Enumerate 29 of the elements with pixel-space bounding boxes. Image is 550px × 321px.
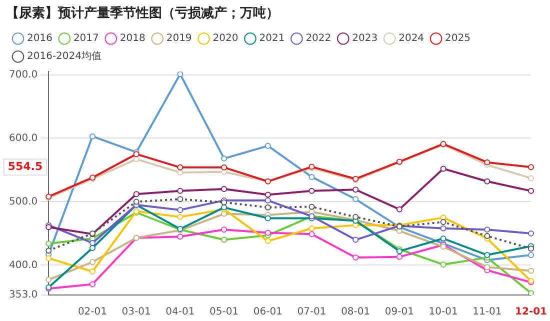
legend-label: 2022 bbox=[306, 33, 332, 44]
x-tick-label: 07-01 bbox=[297, 306, 326, 318]
legend-label: 2019 bbox=[166, 33, 192, 44]
x-tick-label: 11-01 bbox=[472, 306, 502, 318]
legend-label: 2024 bbox=[398, 33, 424, 44]
legend-label: 2017 bbox=[73, 33, 99, 44]
y-tick-label: 400.0 bbox=[8, 260, 38, 271]
legend-label: 2023 bbox=[352, 33, 378, 44]
y-tick-label: 700.0 bbox=[8, 69, 38, 80]
legend-label: 2018 bbox=[120, 33, 146, 44]
legend-label: 2025 bbox=[445, 33, 470, 44]
chart-title: 【尿素】预计产量季节性图（亏损减产；万吨） bbox=[6, 5, 279, 22]
x-tick-label: 04-01 bbox=[166, 306, 195, 318]
x-tick-label: 10-01 bbox=[428, 306, 458, 318]
annotation: 554.5 bbox=[8, 160, 43, 173]
legend-label: 2021 bbox=[259, 33, 285, 44]
x-tick-label: 08-01 bbox=[341, 306, 370, 318]
x-tick-label: 02-01 bbox=[78, 306, 108, 318]
x-tick-label: 09-01 bbox=[384, 306, 414, 318]
x-tick-label: 03-01 bbox=[122, 306, 151, 318]
y-tick-label: 353.0 bbox=[8, 290, 38, 301]
y-tick-label: 500.0 bbox=[8, 196, 38, 208]
x-tick-label: 05-01 bbox=[210, 306, 239, 318]
legend-label: 2016-2024均值 bbox=[27, 50, 102, 62]
x-tick-label: 12-01 bbox=[515, 306, 548, 318]
y-tick-label: 600.0 bbox=[8, 132, 38, 144]
legend-label: 2020 bbox=[212, 33, 238, 44]
legend-label: 2016 bbox=[27, 33, 52, 44]
x-tick-label: 06-01 bbox=[253, 306, 282, 318]
